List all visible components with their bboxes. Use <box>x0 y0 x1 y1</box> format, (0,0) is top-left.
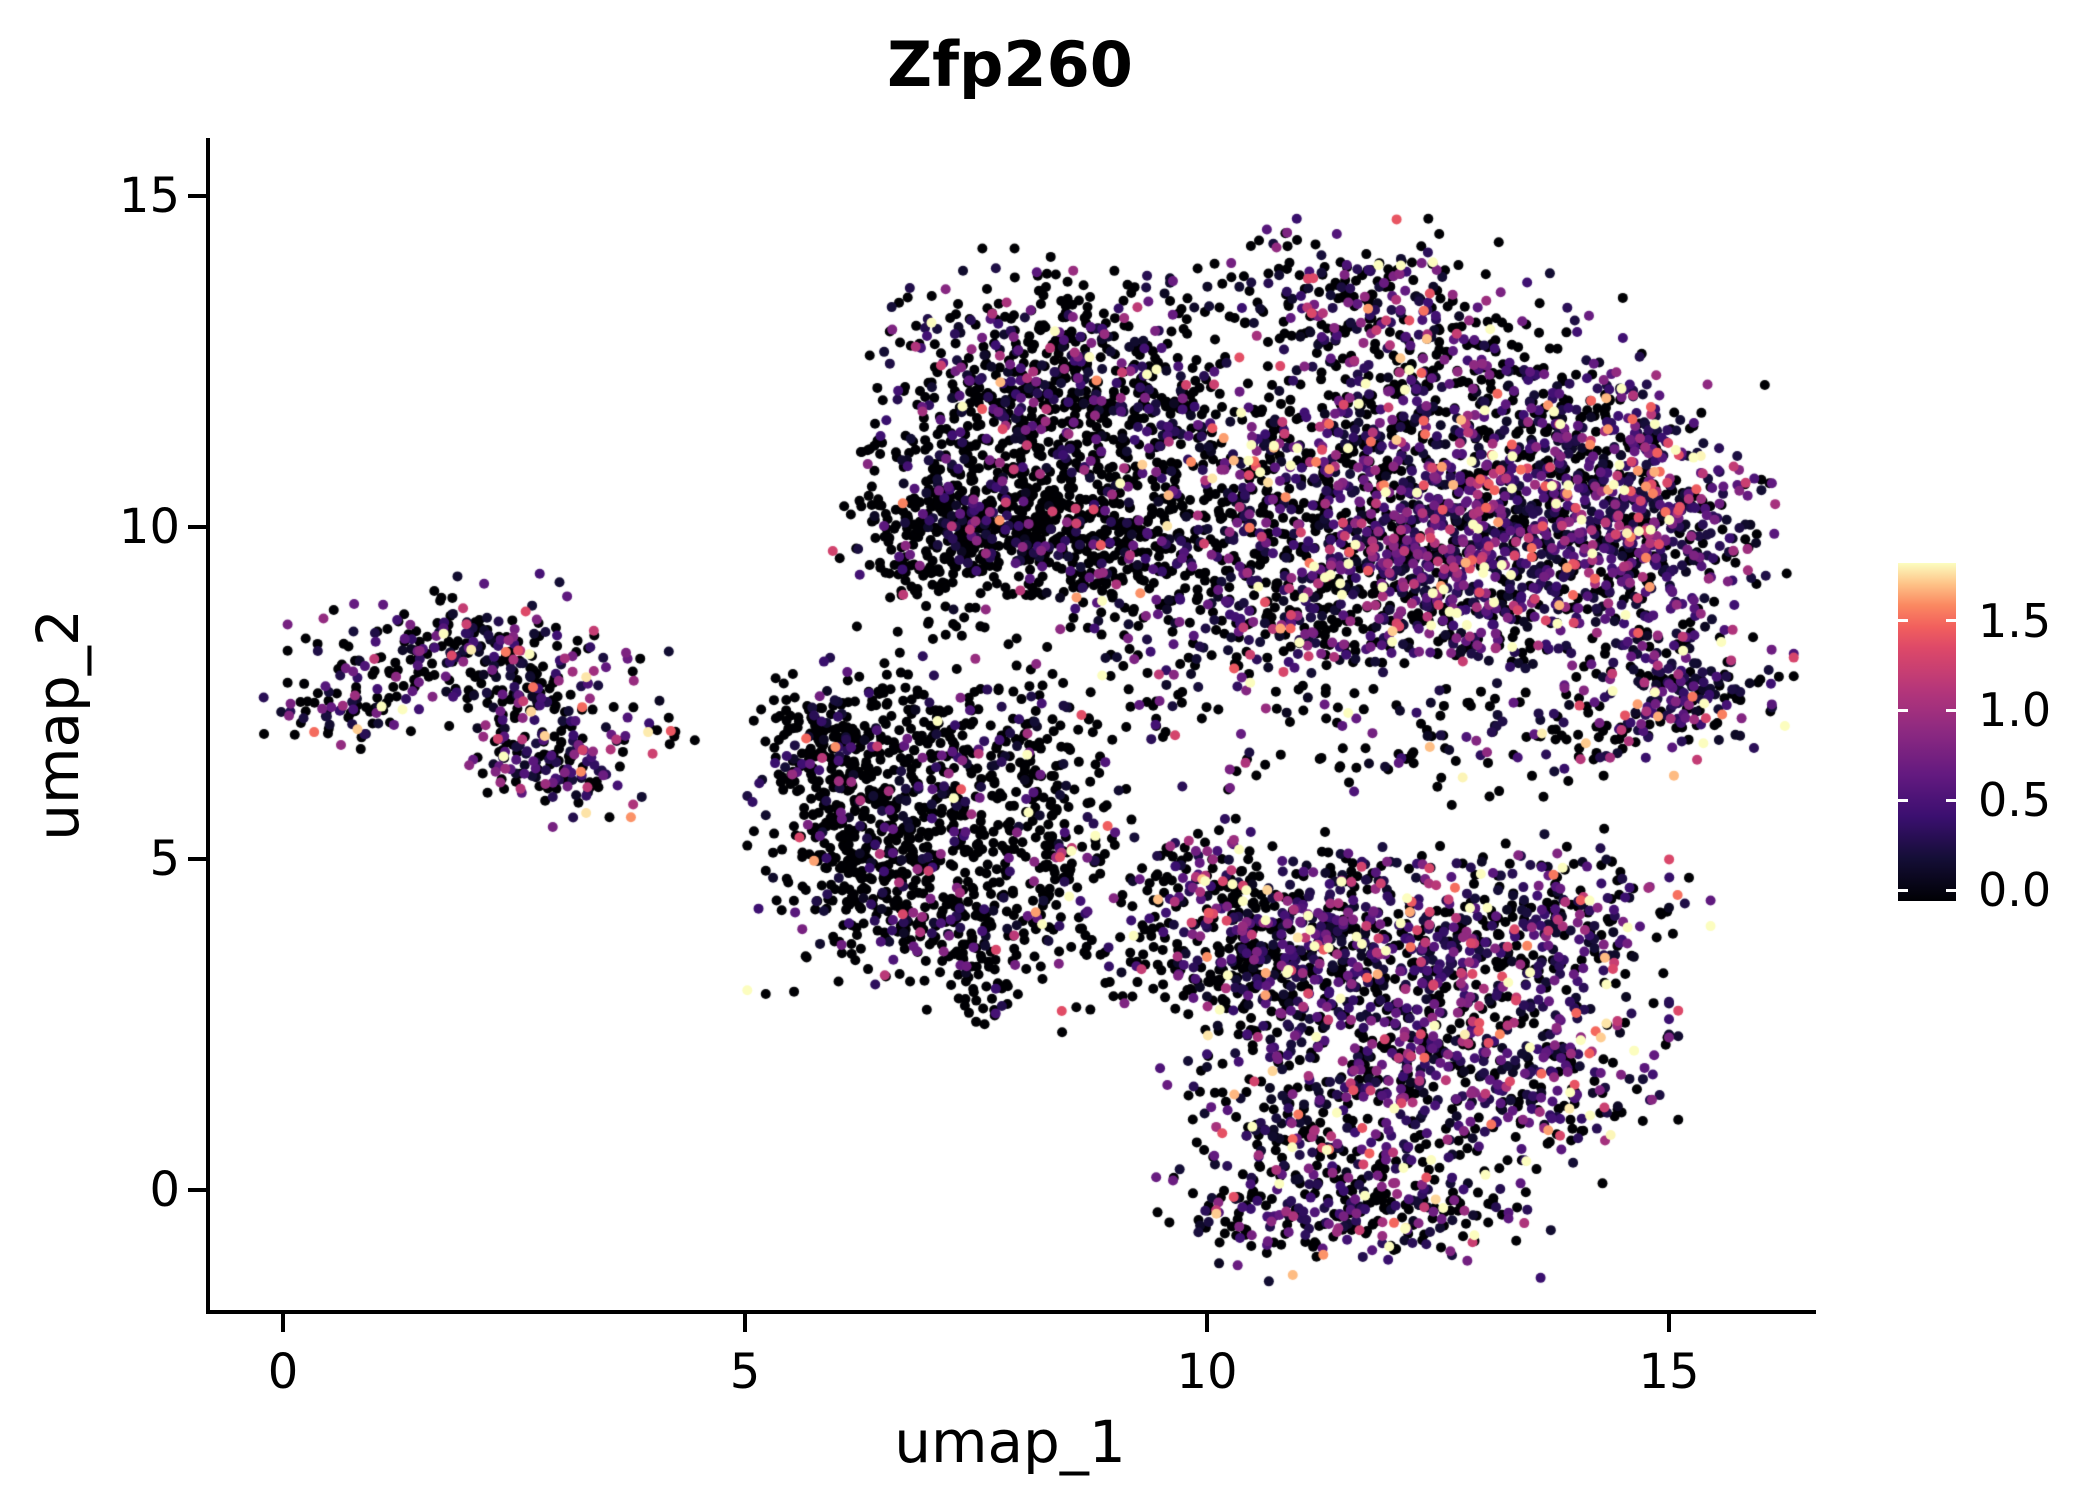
umap-points-canvas <box>210 140 1810 1310</box>
colorbar-tick-mark <box>1946 798 1956 802</box>
colorbar-tick-label: 1.5 <box>1978 593 2052 648</box>
colorbar-tick-mark <box>1946 888 1956 892</box>
colorbar-tick-label: 0.0 <box>1978 863 2052 918</box>
x-axis-title: umap_1 <box>894 1408 1126 1476</box>
x-tick-label: 5 <box>729 1344 761 1400</box>
colorbar-tick-mark <box>1946 619 1956 623</box>
x-tick-mark <box>743 1314 747 1332</box>
x-tick-label: 15 <box>1638 1344 1700 1400</box>
colorbar-tick-mark <box>1898 798 1908 802</box>
y-axis-title: umap_2 <box>24 609 92 841</box>
y-tick-label: 15 <box>118 167 180 224</box>
y-tick-mark <box>188 525 206 529</box>
x-tick-label: 10 <box>1176 1344 1238 1400</box>
colorbar-tick-label: 1.0 <box>1978 683 2052 738</box>
x-axis-line <box>206 1310 1816 1314</box>
colorbar-tick-mark <box>1946 708 1956 712</box>
colorbar-tick-mark <box>1898 888 1908 892</box>
colorbar-tick-label: 0.5 <box>1978 773 2052 828</box>
colorbar-tick-mark <box>1898 619 1908 623</box>
x-tick-mark <box>281 1314 285 1332</box>
colorbar-tick-mark <box>1898 708 1908 712</box>
x-tick-label: 0 <box>267 1344 299 1400</box>
y-tick-mark <box>188 193 206 198</box>
y-tick-label: 5 <box>149 830 180 887</box>
y-tick-mark <box>188 1188 206 1192</box>
colorbar-gradient <box>1898 563 1956 901</box>
x-tick-mark <box>1205 1314 1209 1332</box>
plot-title: Zfp260 <box>887 28 1133 101</box>
y-tick-label: 0 <box>149 1162 180 1218</box>
y-tick-label: 10 <box>118 499 180 555</box>
x-tick-mark <box>1667 1314 1671 1332</box>
y-axis-line <box>206 138 210 1314</box>
y-tick-mark <box>188 856 206 861</box>
